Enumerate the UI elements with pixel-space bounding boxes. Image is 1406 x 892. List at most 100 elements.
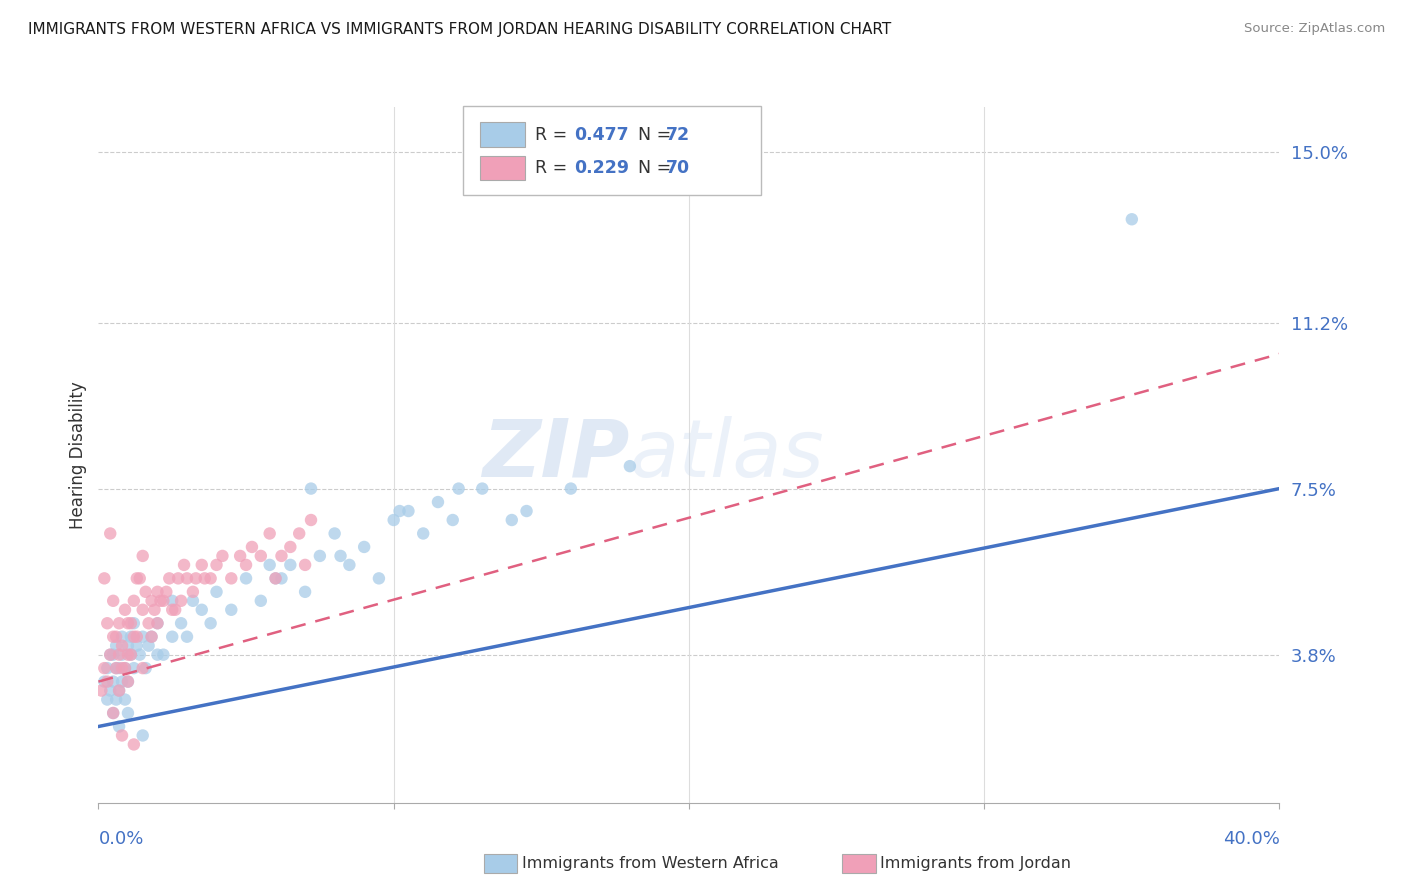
- Text: ZIP: ZIP: [482, 416, 630, 494]
- Point: [114, 661, 136, 675]
- Point: [501, 513, 523, 527]
- Text: R =: R =: [536, 126, 572, 144]
- Point: [184, 571, 207, 585]
- Point: [132, 549, 155, 563]
- Point: [114, 692, 136, 706]
- Point: [120, 616, 142, 631]
- Point: [388, 504, 411, 518]
- Point: [108, 683, 131, 698]
- Point: [194, 571, 217, 585]
- Point: [108, 616, 131, 631]
- Point: [135, 584, 157, 599]
- Point: [108, 719, 131, 733]
- Text: Immigrants from Western Africa: Immigrants from Western Africa: [522, 856, 779, 871]
- Point: [235, 558, 257, 572]
- Point: [264, 571, 287, 585]
- Point: [120, 630, 142, 644]
- Point: [294, 558, 316, 572]
- Point: [278, 540, 302, 554]
- Point: [111, 639, 134, 653]
- Point: [103, 594, 125, 608]
- Point: [117, 616, 139, 631]
- Point: [138, 639, 160, 653]
- Point: [138, 616, 160, 631]
- Point: [105, 630, 128, 644]
- Point: [396, 504, 419, 518]
- Point: [143, 603, 166, 617]
- Point: [96, 661, 118, 675]
- Point: [108, 683, 131, 698]
- Point: [1121, 212, 1143, 227]
- Point: [105, 692, 128, 706]
- Y-axis label: Hearing Disability: Hearing Disability: [69, 381, 87, 529]
- Point: [162, 603, 183, 617]
- Point: [162, 594, 183, 608]
- Point: [117, 648, 139, 662]
- Point: [270, 549, 292, 563]
- Text: atlas: atlas: [630, 416, 825, 494]
- Point: [264, 571, 287, 585]
- Point: [103, 630, 125, 644]
- Point: [111, 661, 134, 675]
- Point: [103, 648, 125, 662]
- Point: [176, 630, 198, 644]
- Point: [219, 571, 243, 585]
- Point: [122, 594, 145, 608]
- Point: [149, 594, 172, 608]
- Point: [516, 504, 538, 518]
- Text: R =: R =: [536, 159, 572, 178]
- Point: [155, 584, 177, 599]
- Point: [205, 558, 228, 572]
- Text: N =: N =: [627, 159, 676, 178]
- Point: [132, 603, 155, 617]
- Point: [105, 661, 128, 675]
- Point: [353, 540, 375, 554]
- Point: [114, 661, 136, 675]
- Text: 40.0%: 40.0%: [1223, 830, 1279, 847]
- Point: [250, 549, 273, 563]
- Point: [278, 558, 302, 572]
- Text: 72: 72: [666, 126, 690, 144]
- Point: [122, 661, 145, 675]
- Point: [98, 526, 121, 541]
- Point: [152, 648, 174, 662]
- Point: [205, 584, 228, 599]
- Point: [162, 630, 183, 644]
- Point: [382, 513, 405, 527]
- Point: [157, 571, 180, 585]
- Point: [170, 594, 193, 608]
- Point: [93, 571, 115, 585]
- Text: IMMIGRANTS FROM WESTERN AFRICA VS IMMIGRANTS FROM JORDAN HEARING DISABILITY CORR: IMMIGRANTS FROM WESTERN AFRICA VS IMMIGR…: [28, 22, 891, 37]
- Point: [146, 648, 169, 662]
- Point: [240, 540, 263, 554]
- Point: [103, 706, 125, 720]
- Point: [299, 482, 322, 496]
- Point: [259, 526, 281, 541]
- Point: [111, 630, 134, 644]
- Point: [152, 594, 174, 608]
- Point: [329, 549, 352, 563]
- Point: [288, 526, 311, 541]
- Point: [111, 674, 134, 689]
- Point: [132, 661, 155, 675]
- Point: [117, 639, 139, 653]
- Point: [560, 482, 582, 496]
- Point: [93, 661, 115, 675]
- Point: [181, 584, 204, 599]
- Point: [122, 738, 145, 752]
- Point: [108, 648, 131, 662]
- Point: [471, 482, 494, 496]
- Point: [111, 648, 134, 662]
- Point: [191, 603, 214, 617]
- Point: [103, 674, 125, 689]
- Point: [125, 630, 148, 644]
- Point: [259, 558, 281, 572]
- Point: [108, 661, 131, 675]
- Point: [132, 729, 155, 743]
- Point: [211, 549, 233, 563]
- Point: [235, 571, 257, 585]
- Point: [117, 706, 139, 720]
- Text: 70: 70: [666, 159, 690, 178]
- Point: [173, 558, 195, 572]
- Point: [122, 630, 145, 644]
